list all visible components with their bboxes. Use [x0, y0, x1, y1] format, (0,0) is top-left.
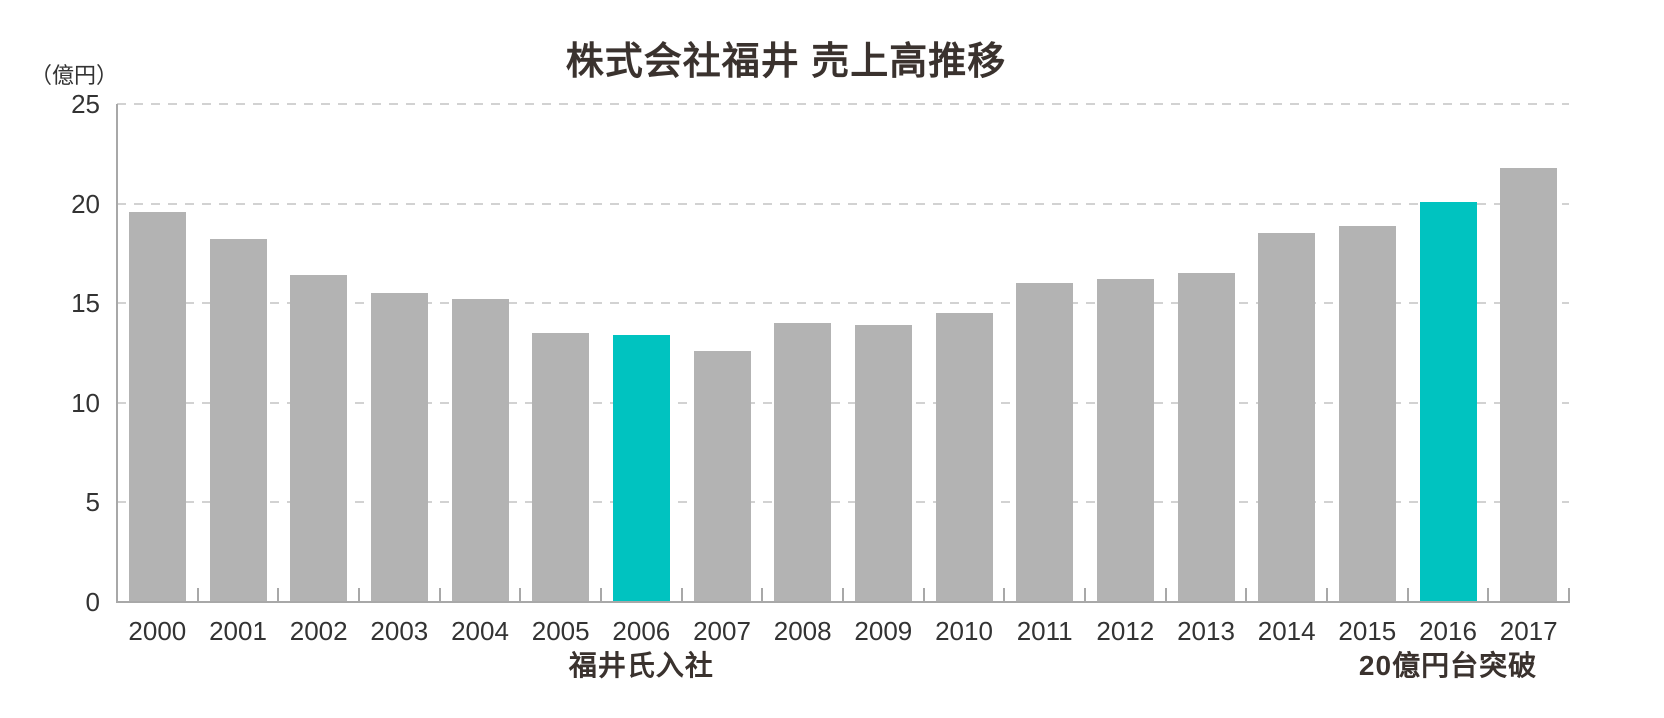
x-axis-tick-6 — [600, 588, 602, 601]
x-axis-tick-18 — [1568, 588, 1570, 601]
x-tick-label-2009: 2009 — [854, 616, 913, 646]
x-axis-tick-11 — [1003, 588, 1006, 601]
x-axis-tick-17 — [1487, 588, 1490, 601]
gridline-15 — [117, 302, 1569, 305]
x-tick-label-2013: 2013 — [1177, 616, 1235, 646]
x-axis-line — [116, 601, 1570, 603]
x-axis-tick-15 — [1326, 588, 1328, 601]
y-tick-label-0: 0 — [85, 587, 100, 617]
y-tick-label-10: 10 — [71, 387, 100, 418]
bar-2000 — [128, 211, 186, 603]
gridline-25 — [117, 103, 1569, 105]
bar-2016 — [1419, 201, 1477, 603]
y-tick-label-20: 20 — [71, 188, 100, 219]
x-tick-label-2011: 2011 — [1016, 616, 1073, 646]
bar-2015 — [1338, 225, 1396, 603]
gridline-10 — [117, 401, 1569, 404]
annotation-2006: 福井氏入社 — [568, 650, 714, 681]
x-axis-tick-14 — [1245, 588, 1248, 601]
y-tick-label-25: 25 — [71, 89, 100, 119]
x-tick-label-2005: 2005 — [531, 616, 590, 646]
x-tick-label-2003: 2003 — [370, 616, 429, 646]
x-axis-tick-12 — [1084, 588, 1086, 601]
x-axis-tick-8 — [761, 588, 764, 601]
x-tick-label-2017: 2017 — [1499, 616, 1558, 646]
bar-2002 — [290, 275, 348, 603]
x-tick-label-2014: 2014 — [1257, 616, 1316, 646]
y-tick-label-5: 5 — [85, 487, 100, 518]
bar-2001 — [209, 239, 267, 603]
bar-2007 — [693, 351, 751, 603]
y-tick-label-15: 15 — [71, 288, 100, 319]
x-axis-tick-16 — [1406, 588, 1409, 601]
x-axis-tick-2 — [277, 588, 280, 601]
x-tick-label-2008: 2008 — [773, 616, 832, 646]
x-axis-tick-4 — [438, 588, 441, 601]
y-axis-unit-label: （億円） — [30, 63, 119, 88]
bar-2009 — [854, 325, 912, 603]
x-tick-label-2010: 2010 — [935, 616, 993, 646]
x-axis-tick-13 — [1164, 588, 1167, 601]
x-tick-label-2015: 2015 — [1338, 616, 1397, 646]
bar-2010 — [935, 313, 993, 603]
chart-title: 株式会社福井 売上高推移 — [565, 41, 1007, 83]
bar-2017 — [1500, 167, 1558, 603]
bar-2011 — [1016, 283, 1074, 603]
gridline-20 — [117, 202, 1569, 205]
x-tick-label-2016: 2016 — [1419, 616, 1477, 646]
y-axis-line — [116, 104, 118, 603]
x-tick-label-2002: 2002 — [289, 616, 348, 646]
bar-2004 — [451, 299, 509, 603]
bar-2005 — [532, 333, 590, 603]
gridline-5 — [117, 501, 1569, 504]
x-axis-tick-5 — [519, 588, 522, 601]
bar-2012 — [1096, 279, 1154, 603]
bar-2006 — [612, 335, 670, 603]
bar-2003 — [370, 293, 428, 603]
bar-2014 — [1258, 233, 1316, 603]
x-axis-tick-7 — [680, 588, 683, 601]
bar-2013 — [1177, 273, 1235, 603]
bar-2008 — [774, 323, 832, 603]
x-tick-label-2012: 2012 — [1096, 616, 1155, 646]
x-tick-label-2004: 2004 — [451, 616, 509, 646]
x-tick-label-2001: 2001 — [209, 616, 267, 646]
x-axis-tick-10 — [922, 588, 925, 601]
x-axis-tick-1 — [196, 588, 199, 601]
annotation-2016: 20億円台突破 — [1358, 650, 1538, 681]
x-tick-label-2000: 2000 — [128, 616, 187, 646]
x-tick-label-2006: 2006 — [612, 616, 671, 646]
x-axis-tick-3 — [358, 588, 360, 601]
x-tick-label-2007: 2007 — [693, 616, 751, 646]
x-axis-tick-9 — [842, 588, 844, 601]
